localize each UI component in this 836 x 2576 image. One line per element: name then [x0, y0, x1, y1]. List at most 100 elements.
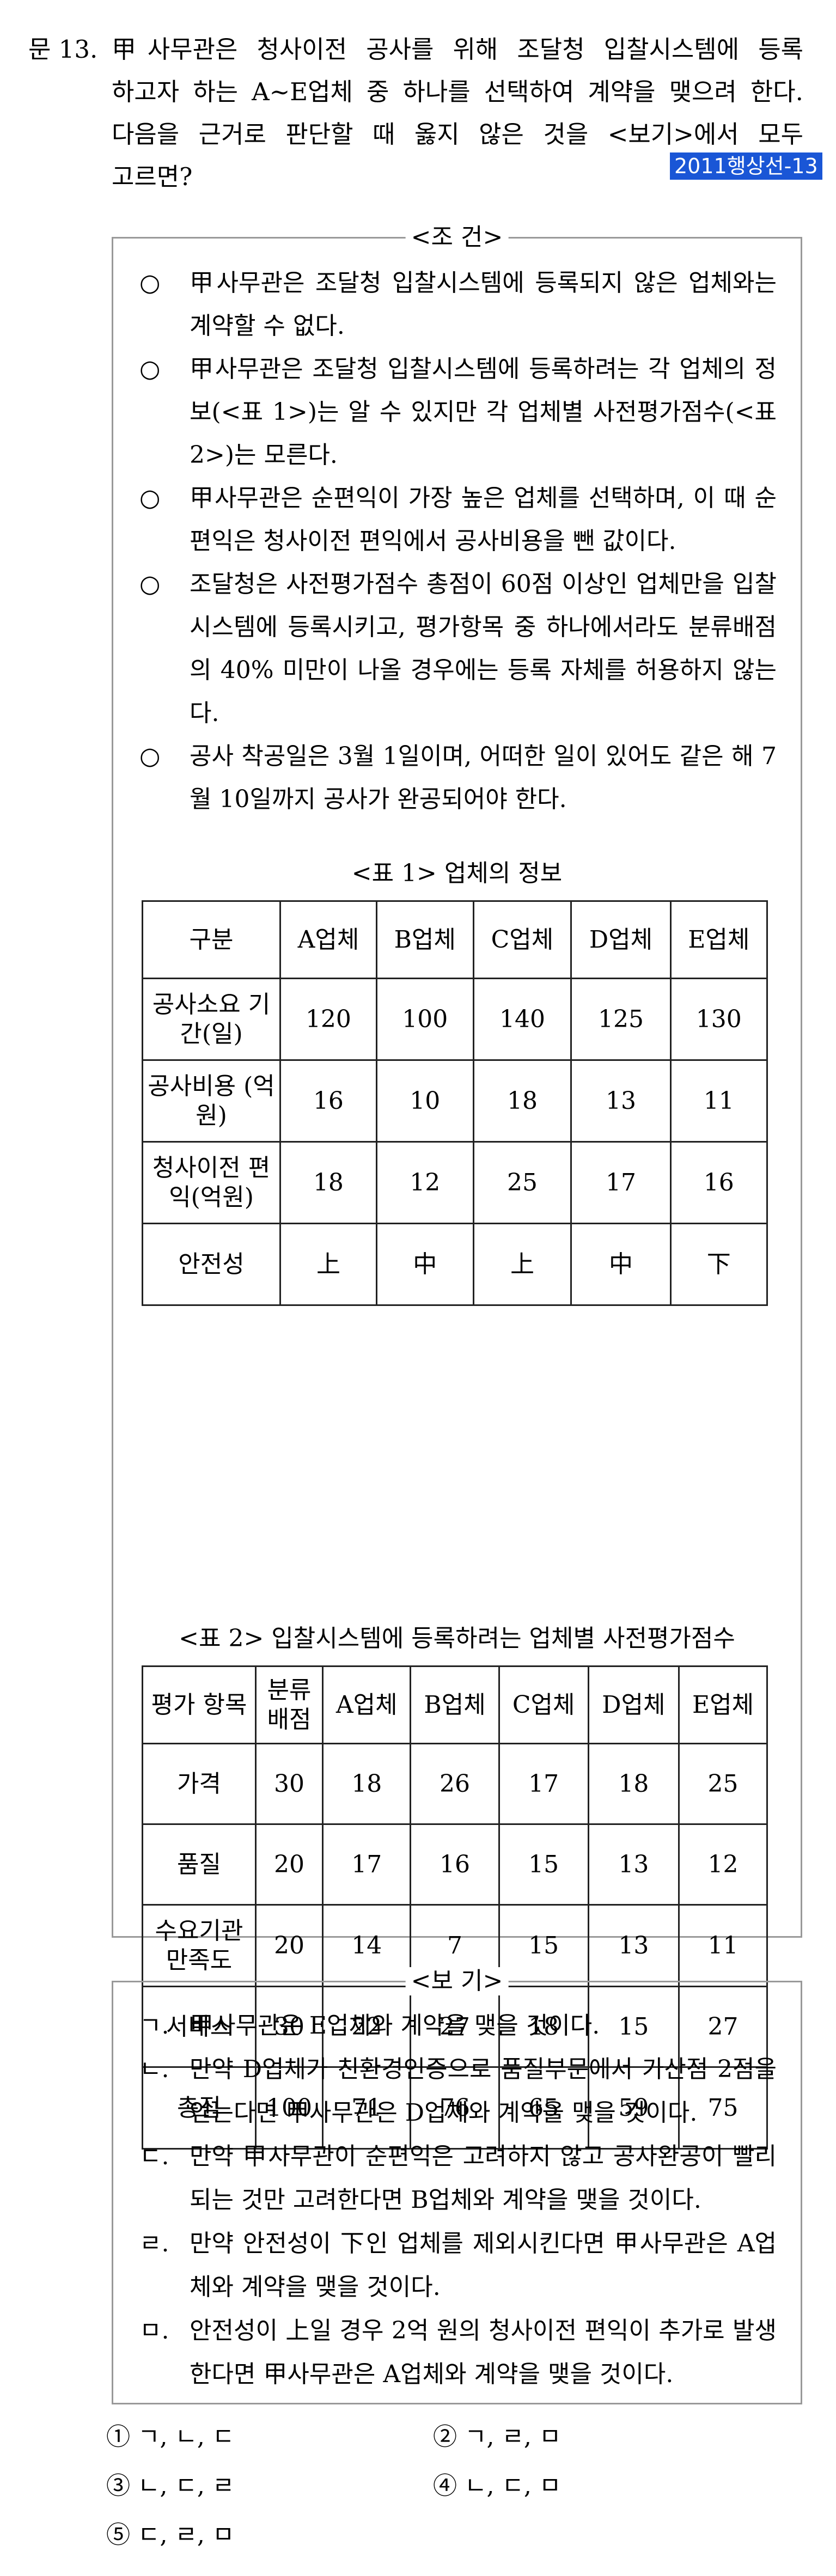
table-header-cell: C업체: [498, 1665, 589, 1744]
table-header-cell: D업체: [587, 1665, 680, 1744]
table-cell: 59: [587, 2066, 680, 2150]
choice-number: ①: [106, 2423, 130, 2451]
table-cell: 15: [498, 1904, 589, 1987]
table-header-cell: 평가 항목: [142, 1665, 257, 1744]
bogi-mark: ㄴ.: [139, 2055, 169, 2083]
choice-text: ㄴ, ㄷ, ㄹ: [138, 2472, 235, 2500]
table-row: 수요기관 만족도 20 14 7 15 13 11: [142, 1904, 768, 1987]
row-label-cell: 공사소요 기간(일): [142, 978, 281, 1061]
conditions-list: ○ 甲사무관은 조달청 입찰시스템에 등록되지 않은 업체와는 계약할 수 없다…: [139, 261, 777, 821]
table-cell: 15: [498, 1823, 589, 1906]
bogi-item: ㄱ. 甲사무관은 E업체와 계약을 맺을 것이다.: [139, 2004, 777, 2048]
table-cell: 18: [498, 1986, 589, 2068]
circle-bullet-icon: ○: [139, 269, 161, 297]
source-badge: 2011행상선-13: [670, 152, 822, 180]
condition-item: ○ 조달청은 사전평가점수 총점이 60점 이상인 업체만을 입찰시스템에 등록…: [139, 563, 777, 735]
table-cell: 17: [321, 1823, 412, 1906]
row-label-cell: 서비스: [142, 1986, 257, 2068]
circle-bullet-icon: ○: [139, 355, 161, 383]
condition-text: 甲사무관은 조달청 입찰시스템에 등록하려는 각 업체의 정보(<표 1>)는 …: [190, 355, 777, 469]
table-cell: 13: [587, 1823, 680, 1906]
table-row: 총점 100 71 76 65 59 75: [142, 2066, 768, 2150]
table-cell: 18: [472, 1059, 572, 1143]
condition-text: 공사 착공일은 3월 1일이며, 어떠한 일이 있어도 같은 해 7월 10일까…: [190, 742, 777, 813]
table-header-row: 평가 항목 분류 배점 A업체 B업체 C업체 D업체 E업체: [142, 1665, 768, 1744]
condition-item: ○ 甲사무관은 조달청 입찰시스템에 등록하려는 각 업체의 정보(<표 1>)…: [139, 347, 777, 477]
bogi-mark: ㄱ.: [139, 2012, 169, 2040]
row-label-cell: 안전성: [142, 1223, 281, 1306]
bogi-item: ㄷ. 만약 甲사무관이 순편익은 고려하지 않고 공사완공이 빨리 되는 것만 …: [139, 2135, 777, 2222]
bogi-text: 안전성이 上일 경우 2억 원의 청사이전 편익이 추가로 발생한다면 甲사무관…: [190, 2317, 777, 2388]
bogi-item: ㄹ. 만약 안전성이 下인 업체를 제외시킨다면 甲사무관은 A업체와 계약을 …: [139, 2222, 777, 2309]
table-cell: 11: [669, 1059, 768, 1143]
table-cell: 13: [570, 1059, 672, 1143]
table1-caption: <표 1> 업체의 정보: [351, 859, 563, 887]
answer-choice-5[interactable]: ⑤ ㄷ, ㄹ, ㅁ: [106, 2516, 234, 2554]
table-header-cell: E업체: [669, 900, 768, 979]
table-cell: 14: [321, 1904, 412, 1987]
answer-choice-2[interactable]: ② ㄱ, ㄹ, ㅁ: [433, 2418, 561, 2456]
circle-bullet-icon: ○: [139, 742, 161, 770]
table-cell: 30: [255, 1986, 324, 2068]
question-stem-line: 甲사무관은 청사이전 공사를 위해 조달청 입찰시스템에 등록: [112, 35, 803, 64]
table-cell: 27: [410, 1986, 500, 2068]
bogi-item: ㄴ. 만약 D업체가 친환경인증으로 품질부문에서 가산점 2점을 얻는다면 甲…: [139, 2048, 777, 2135]
condition-text: 조달청은 사전평가점수 총점이 60점 이상인 업체만을 입찰시스템에 등록시키…: [190, 570, 777, 727]
table-row: 가격 30 18 26 17 18 25: [142, 1743, 768, 1825]
table-cell: 17: [498, 1743, 589, 1825]
choice-number: ③: [106, 2472, 130, 2500]
bogi-list: ㄱ. 甲사무관은 E업체와 계약을 맺을 것이다. ㄴ. 만약 D업체가 친환경…: [139, 2004, 777, 2396]
condition-item: ○ 甲사무관은 조달청 입찰시스템에 등록되지 않은 업체와는 계약할 수 없다…: [139, 261, 777, 347]
company-info-table: 구분 A업체 B업체 C업체 D업체 E업체 공사소요 기간(일) 120 10…: [142, 900, 768, 1306]
table-cell: 30: [255, 1743, 324, 1825]
answer-choice-4[interactable]: ④ ㄴ, ㄷ, ㅁ: [433, 2467, 561, 2505]
choice-text: ㄱ, ㄴ, ㄷ: [138, 2423, 235, 2451]
table-header-cell: C업체: [472, 900, 572, 979]
table-row: 청사이전 편익(억원) 18 12 25 17 16: [142, 1141, 768, 1224]
choice-text: ㄴ, ㄷ, ㅁ: [465, 2472, 562, 2500]
table-header-cell: E업체: [678, 1665, 768, 1744]
table-cell: 11: [678, 1904, 768, 1987]
table-cell: 中: [375, 1223, 474, 1306]
circle-bullet-icon: ○: [139, 484, 161, 512]
table-cell: 75: [678, 2066, 768, 2150]
table-cell: 上: [279, 1223, 377, 1306]
pre-evaluation-score-table: 평가 항목 분류 배점 A업체 B업체 C업체 D업체 E업체 가격 30 18…: [142, 1665, 768, 2150]
choice-text: ㄱ, ㄹ, ㅁ: [465, 2423, 562, 2451]
table-header-cell: 분류 배점: [255, 1665, 324, 1744]
condition-item: ○ 공사 착공일은 3월 1일이며, 어떠한 일이 있어도 같은 해 7월 10…: [139, 735, 777, 821]
condition-text: 甲사무관은 조달청 입찰시스템에 등록되지 않은 업체와는 계약할 수 없다.: [190, 269, 777, 340]
table-cell: 20: [255, 1904, 324, 1987]
table-row: 품질 20 17 16 15 13 12: [142, 1823, 768, 1906]
table-header-cell: 구분: [142, 900, 281, 979]
choice-number: ④: [433, 2472, 457, 2500]
table-cell: 27: [678, 1986, 768, 2068]
row-label-cell: 공사비용 (억원): [142, 1059, 281, 1143]
bogi-mark: ㄹ.: [139, 2230, 169, 2257]
question-stem: 甲사무관은 청사이전 공사를 위해 조달청 입찰시스템에 등록 하고자 하는 A…: [112, 28, 803, 198]
table-cell: 18: [587, 1743, 680, 1825]
answer-choice-3[interactable]: ③ ㄴ, ㄷ, ㄹ: [106, 2467, 234, 2505]
table-cell: 22: [321, 1986, 412, 2068]
bogi-mark: ㅁ.: [139, 2317, 169, 2345]
table-cell: 26: [410, 1743, 500, 1825]
table-cell: 18: [279, 1141, 377, 1224]
table-cell: 140: [472, 978, 572, 1061]
choice-number: ②: [433, 2423, 457, 2451]
table-cell: 71: [321, 2066, 412, 2150]
table-cell: 13: [587, 1904, 680, 1987]
table-row: 서비스 30 22 27 18 15 27: [142, 1986, 768, 2068]
table-row: 공사비용 (억원) 16 10 18 13 11: [142, 1059, 768, 1143]
table-cell: 20: [255, 1823, 324, 1906]
table-header-cell: B업체: [375, 900, 474, 979]
table-cell: 17: [570, 1141, 672, 1224]
table-cell: 16: [279, 1059, 377, 1143]
bogi-text: 甲사무관은 E업체와 계약을 맺을 것이다.: [190, 2012, 600, 2040]
bogi-box: <보 기> ㄱ. 甲사무관은 E업체와 계약을 맺을 것이다. ㄴ. 만약 D업…: [112, 1967, 802, 2404]
table-header-row: 구분 A업체 B업체 C업체 D업체 E업체: [142, 900, 768, 979]
table-cell: 100: [375, 978, 474, 1061]
table-cell: 120: [279, 978, 377, 1061]
row-label-cell: 가격: [142, 1743, 257, 1825]
answer-choice-1[interactable]: ① ㄱ, ㄴ, ㄷ: [106, 2418, 234, 2456]
